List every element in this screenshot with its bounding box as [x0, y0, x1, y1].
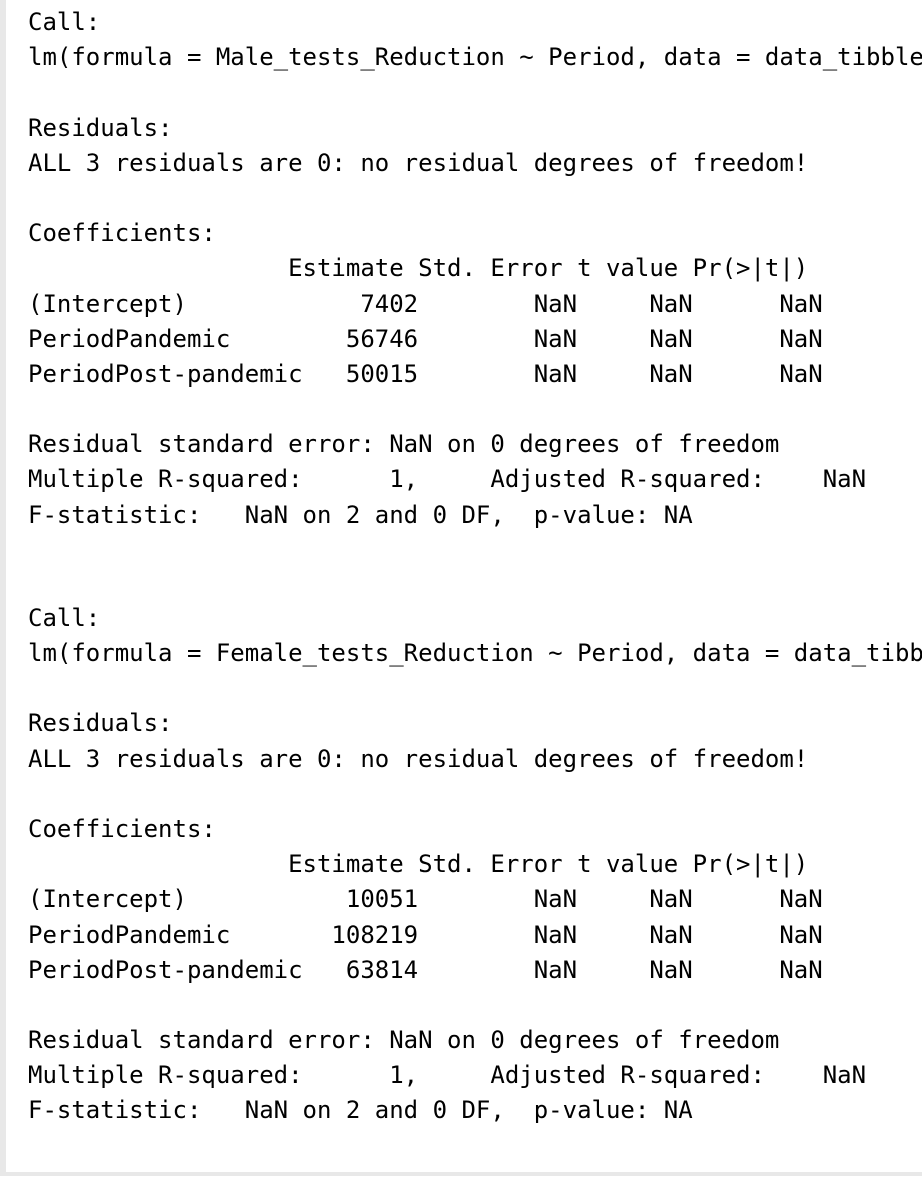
coefficient-row: PeriodPandemic 56746 NaN NaN NaN: [28, 324, 823, 353]
coefficients-header: Coefficients:: [28, 219, 216, 248]
residuals-note: ALL 3 residuals are 0: no residual degre…: [28, 148, 809, 177]
model-summary-female: Call: lm(formula = Female_tests_Reductio…: [28, 601, 922, 1129]
r-squared: Multiple R-squared: 1, Adjusted R-square…: [28, 1061, 867, 1090]
blank-line: [28, 988, 922, 1023]
coefficients-table-header: Estimate Std. Error t value Pr(>|t|): [28, 850, 809, 879]
blank-line: [28, 75, 922, 110]
call-header: Call:: [28, 603, 101, 632]
separator-gap: [28, 533, 922, 601]
coefficient-row: PeriodPandemic 108219 NaN NaN NaN: [28, 920, 823, 949]
blank-line: [28, 777, 922, 812]
r-squared: Multiple R-squared: 1, Adjusted R-square…: [28, 465, 867, 494]
f-statistic: F-statistic: NaN on 2 and 0 DF, p-value:…: [28, 500, 693, 529]
residual-standard-error: Residual standard error: NaN on 0 degree…: [28, 430, 780, 459]
coefficients-table-header: Estimate Std. Error t value Pr(>|t|): [28, 254, 809, 283]
console-output: Call: lm(formula = Male_tests_Reduction …: [28, 5, 922, 1129]
coefficient-row: (Intercept) 10051 NaN NaN NaN: [28, 885, 823, 914]
coefficients-header: Coefficients:: [28, 814, 216, 843]
coefficient-row: (Intercept) 7402 NaN NaN NaN: [28, 289, 823, 318]
residuals-header: Residuals:: [28, 113, 173, 142]
residual-standard-error: Residual standard error: NaN on 0 degree…: [28, 1026, 780, 1055]
call-formula: lm(formula = Female_tests_Reduction ~ Pe…: [28, 639, 922, 667]
coefficient-row: PeriodPost-pandemic 63814 NaN NaN NaN: [28, 955, 823, 984]
blank-line: [28, 392, 922, 427]
call-formula: lm(formula = Male_tests_Reduction ~ Peri…: [28, 43, 922, 72]
model-summary-male: Call: lm(formula = Male_tests_Reduction …: [28, 5, 922, 533]
f-statistic: F-statistic: NaN on 2 and 0 DF, p-value:…: [28, 1096, 693, 1125]
blank-line: [28, 181, 922, 216]
call-header: Call:: [28, 8, 101, 36]
blank-line: [28, 671, 922, 706]
residuals-note: ALL 3 residuals are 0: no residual degre…: [28, 744, 809, 773]
coefficient-row: PeriodPost-pandemic 50015 NaN NaN NaN: [28, 359, 823, 388]
residuals-header: Residuals:: [28, 709, 173, 738]
